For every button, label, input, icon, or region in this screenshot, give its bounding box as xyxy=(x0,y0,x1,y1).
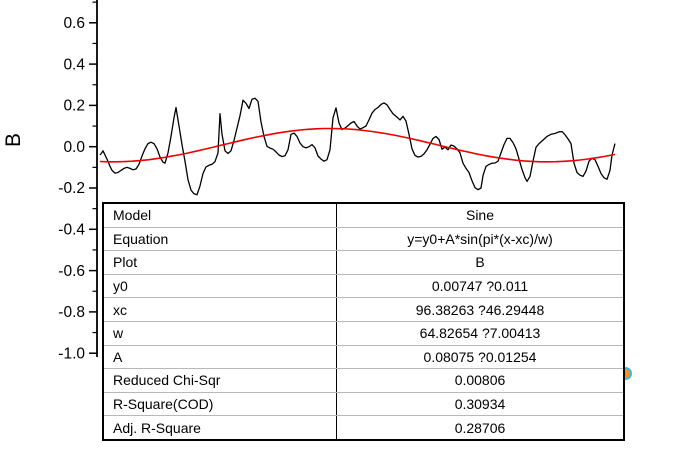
anchor-marker[interactable] xyxy=(625,367,632,380)
table-row: Plot B xyxy=(104,251,623,275)
param-label: A xyxy=(104,345,337,369)
y-axis-tick-label: -1.0 xyxy=(58,345,85,362)
y-axis-tick-label: -0.2 xyxy=(58,180,85,197)
param-label: y0 xyxy=(104,274,337,298)
param-label: Plot xyxy=(104,251,337,274)
param-label: Adj. R-Square xyxy=(104,416,337,439)
param-label: w xyxy=(104,321,337,345)
table-row: Equation y=y0+A*sin(pi*(x-xc)/w) xyxy=(104,227,623,252)
data-series-line[interactable] xyxy=(99,97,616,196)
param-label: xc xyxy=(104,298,337,321)
param-value: 96.38263 ?46.29448 xyxy=(415,301,545,318)
param-label: R-Square(COD) xyxy=(104,392,337,416)
y-axis-tick-label: 0.2 xyxy=(63,98,85,115)
table-row: R-Square(COD) 0.30934 xyxy=(104,392,623,417)
y-axis-tick-label: -0.6 xyxy=(58,263,85,280)
y-axis-tick-label: -0.4 xyxy=(58,222,85,239)
param-label: Reduced Chi-Sqr xyxy=(104,369,337,392)
y-axis-tick-label: 0.4 xyxy=(63,56,85,73)
param-value: Sine xyxy=(465,207,495,224)
param-value: 0.00806 xyxy=(454,372,506,389)
fit-curve-line[interactable] xyxy=(99,127,616,163)
table-row: Adj. R-Square 0.28706 xyxy=(104,416,623,439)
y-axis-tick-label: 0.0 xyxy=(63,139,85,156)
param-label: Equation xyxy=(104,227,337,251)
table-row: Model Sine xyxy=(104,204,623,228)
param-value: 64.82654 ?7.00413 xyxy=(419,325,541,342)
param-value: 0.08075 ?0.01254 xyxy=(423,348,537,365)
param-value: 0.28706 xyxy=(454,419,506,436)
table-row: w 64.82654 ?7.00413 xyxy=(104,321,623,346)
param-value: y=y0+A*sin(pi*(x-xc)/w) xyxy=(407,230,553,247)
y-axis-tick-label: -0.8 xyxy=(58,304,85,321)
y-axis-title: B xyxy=(2,133,25,147)
table-row: xc 96.38263 ?46.29448 xyxy=(104,298,623,322)
table-row: Reduced Chi-Sqr 0.00806 xyxy=(104,369,623,393)
param-value: B xyxy=(475,254,485,271)
param-label: Model xyxy=(104,204,337,227)
y-axis-tick-label: 0.6 xyxy=(63,15,85,32)
param-value: 0.30934 xyxy=(454,396,506,413)
table-row: y0 0.00747 ?0.011 xyxy=(104,274,623,299)
table-row: A 0.08075 ?0.01254 xyxy=(104,345,623,370)
fit-results-table[interactable]: Model Sine Equation y=y0+A*sin(pi*(x-xc)/w)… xyxy=(102,202,625,441)
param-value: 0.00747 ?0.011 xyxy=(431,278,529,295)
